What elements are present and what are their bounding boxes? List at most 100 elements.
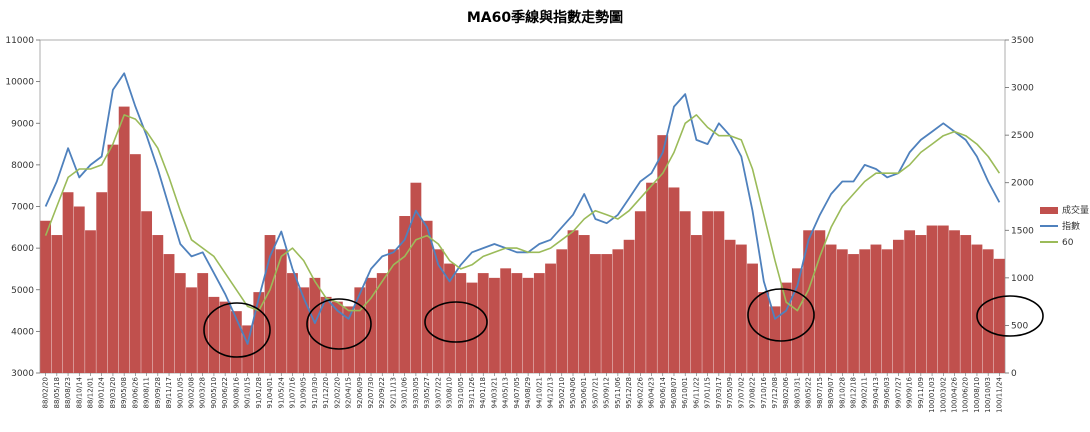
volume-bar xyxy=(107,144,119,373)
x-axis-tick-label: 90/01/05 xyxy=(176,377,184,408)
volume-bar xyxy=(758,292,770,373)
x-axis-tick-label: 91/09/05 xyxy=(300,377,308,408)
x-axis-tick-label: 98/05/22 xyxy=(805,377,813,408)
x-axis-tick-label: 93/11/26 xyxy=(468,376,476,408)
x-axis-tick-label: 94/05/13 xyxy=(502,377,510,408)
volume-bar xyxy=(634,211,646,373)
x-axis-tick-label: 100/06/20 xyxy=(962,377,970,413)
volume-bar xyxy=(40,220,52,373)
volume-bar xyxy=(848,254,859,373)
volume-bar xyxy=(208,296,220,373)
volume-bar xyxy=(399,216,411,373)
x-axis-tick-label: 88/10/14 xyxy=(75,376,83,408)
volume-bar xyxy=(545,263,556,373)
x-axis-tick-label: 95/09/12 xyxy=(603,377,611,408)
x-axis-tick-label: 93/10/05 xyxy=(457,377,465,408)
x-axis-tick-label: 91/04/01 xyxy=(266,377,274,408)
x-axis-tick-label: 89/11/17 xyxy=(165,377,173,408)
x-axis-tick-label: 89/01/24 xyxy=(98,376,106,408)
x-axis-tick-label: 96/11/22 xyxy=(692,377,700,408)
volume-bar xyxy=(388,249,399,373)
volume-bar xyxy=(971,244,983,373)
volume-bar xyxy=(253,292,265,373)
volume-bar xyxy=(668,187,680,373)
right-axis-tick-label: 0 xyxy=(1011,369,1017,379)
volume-bar xyxy=(343,306,354,373)
volume-bar xyxy=(197,273,209,373)
x-axis-tick-label: 97/07/02 xyxy=(737,377,745,408)
x-axis-tick-label: 96/06/14 xyxy=(659,376,667,408)
volume-bar xyxy=(421,220,433,373)
index-line xyxy=(44,72,1001,345)
volume-bar xyxy=(275,249,287,373)
x-axis-tick-label: 98/03/31 xyxy=(793,377,801,408)
x-axis-tick-label: 92/04/15 xyxy=(345,377,353,408)
volume-bar xyxy=(432,249,444,373)
volume-bar xyxy=(242,325,253,373)
x-axis-tick-label: 94/01/18 xyxy=(479,377,487,408)
volume-bar xyxy=(455,273,467,373)
volume-bar xyxy=(859,249,871,373)
x-axis-tick-label: 91/07/16 xyxy=(288,376,296,408)
x-axis-tick-label: 94/10/21 xyxy=(535,377,543,408)
x-axis-tick-label: 94/12/13 xyxy=(547,377,555,408)
x-axis-tick-label: 93/05/27 xyxy=(423,377,431,408)
annotation-circle xyxy=(306,298,372,350)
x-axis-tick-label: 94/07/05 xyxy=(513,377,521,408)
x-axis-tick-label: 99/06/03 xyxy=(883,377,891,408)
legend-label-ma60: 60 xyxy=(1062,238,1074,248)
legend-swatch-volume xyxy=(1040,207,1058,214)
volume-bar xyxy=(309,277,321,373)
left-axis-tick-label: 8000 xyxy=(11,161,34,171)
x-axis-tick-label: 98/02/06 xyxy=(782,376,790,408)
volume-bar xyxy=(836,249,848,373)
volume-bar xyxy=(73,206,85,373)
x-axis-tick-label: 97/12/08 xyxy=(771,377,779,408)
volume-bar xyxy=(51,235,63,373)
x-axis-tick-label: 92/06/09 xyxy=(356,377,364,408)
x-axis-tick-label: 96/04/23 xyxy=(648,377,656,408)
x-axis-tick-label: 100/11/24 xyxy=(995,376,1003,412)
x-axis-tick-label: 100/04/26 xyxy=(951,376,959,412)
x-axis-tick-label: 92/11/13 xyxy=(389,377,397,408)
left-axis-tick-label: 7000 xyxy=(11,203,34,213)
x-axis-tick-label: 98/07/15 xyxy=(816,377,824,408)
x-axis-tick-label: 89/05/08 xyxy=(120,377,128,408)
volume-bar xyxy=(287,273,298,373)
volume-bar xyxy=(892,239,904,373)
volume-bar xyxy=(298,287,310,373)
series-lines xyxy=(44,72,1001,345)
volume-bar xyxy=(230,311,242,373)
right-axis-tick-label: 3000 xyxy=(1011,84,1034,94)
x-axis-tick-label: 98/12/18 xyxy=(850,377,858,408)
x-axis-tick-label: 89/06/26 xyxy=(131,376,139,408)
volume-bar xyxy=(792,268,803,373)
volume-bar xyxy=(881,249,893,373)
x-axis-tick-label: 91/01/28 xyxy=(255,377,263,408)
volume-bar xyxy=(937,225,949,373)
volume-bar xyxy=(141,211,153,373)
x-axis-tick-label: 99/04/13 xyxy=(872,377,880,408)
x-axis-tick-label: 97/05/09 xyxy=(726,377,734,408)
volume-bar xyxy=(320,296,332,373)
volume-bar xyxy=(949,230,960,373)
right-axis-tick-label: 1500 xyxy=(1011,226,1034,236)
volume-bar xyxy=(522,277,534,373)
volume-bar xyxy=(376,273,388,373)
volume-bar xyxy=(567,230,579,373)
x-axis-tick-label: 91/05/24 xyxy=(277,376,285,408)
x-axis-tick-label: 92/09/22 xyxy=(378,377,386,408)
x-axis-tick-label: 96/10/01 xyxy=(681,377,689,408)
x-axis-tick-label: 91/10/30 xyxy=(311,377,319,408)
left-axis-tick-label: 4000 xyxy=(11,327,34,337)
volume-bar xyxy=(713,211,725,373)
x-axis-tick-label: 88/12/01 xyxy=(86,377,94,408)
x-axis-tick-label: 88/05/18 xyxy=(53,377,61,408)
volume-bar xyxy=(410,182,422,373)
annotation-circle xyxy=(747,288,815,342)
x-axis-tick-label: 100/10/03 xyxy=(984,377,992,413)
right-axis-tick-label: 500 xyxy=(1011,321,1028,331)
volume-bar xyxy=(926,225,938,373)
left-axis-tick-label: 11000 xyxy=(5,36,34,46)
